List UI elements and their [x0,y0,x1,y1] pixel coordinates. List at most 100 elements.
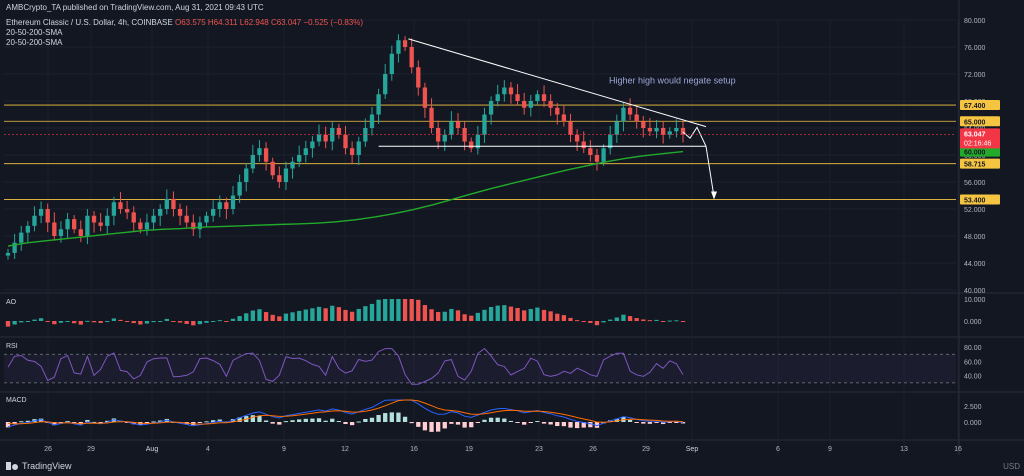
macd-histogram-bar [422,422,428,431]
macd-histogram-bar [38,418,44,422]
ao-bar [204,321,209,323]
macd-histogram-bar [522,422,527,425]
macd-tick-label: 0.000 [964,420,982,427]
ao-bar [171,321,176,322]
candle-body [515,94,520,101]
macd-histogram-bar [455,422,461,425]
candle-body [555,107,560,115]
ao-bar [151,321,156,323]
ao-bar [191,321,196,326]
ao-bar [601,321,606,323]
ao-bar [244,313,249,321]
macd-histogram-bar [389,412,394,422]
macd-histogram-bar [12,422,17,424]
price-tick-label: 40.000 [964,288,986,295]
ao-bar [535,307,540,321]
macd-histogram-bar [316,418,322,422]
ao-bar [177,321,183,323]
candle-body [303,148,308,155]
candle-body [58,229,64,236]
price-tick-label: 76.000 [964,45,986,52]
candle-body [356,141,361,155]
ao-bar [402,299,408,321]
ao-bar [297,310,302,321]
ao-bar [158,321,163,322]
time-tick-label: 9 [828,446,832,453]
macd-histogram-bar [508,420,514,422]
candle-body [621,107,626,122]
indicator-label-1[interactable]: 20-50-200-SMA [6,28,63,37]
time-tick-label: 12 [341,446,349,453]
level-badge [960,116,1000,127]
macd-histogram-bar [634,422,639,423]
ao-bar [435,312,441,321]
sma-badge-label: 60.000 [964,150,986,157]
ao-bar [78,321,83,325]
ao-bar [263,312,269,321]
level-badge-label: 67.400 [964,103,986,110]
current-price-label: 63.047 [964,131,986,138]
ao-bar [323,308,328,321]
candle-body [601,148,606,162]
ao-bar [608,319,613,321]
ao-bar [455,310,461,321]
macd-histogram-bar [210,420,216,422]
ohlc-low: L62.948 [239,18,269,27]
candle-body [369,114,375,128]
ao-bar [634,318,639,321]
candle-body [323,134,328,142]
current-price-badge [960,128,1000,149]
candle-body [263,148,269,162]
candle-body [674,128,679,132]
candle-body [158,209,163,216]
candle-body [171,198,176,209]
sma-line [7,150,684,247]
candle-body [244,168,249,182]
macd-histogram-bar [197,422,203,424]
candle-body [581,141,586,149]
candle-body [270,161,275,176]
level-badge [960,100,1000,111]
ao-bar [303,309,308,321]
macd-histogram-bar [336,421,342,423]
candle-body [654,128,659,132]
ao-bar [522,310,527,321]
macd-histogram-bar [561,422,567,427]
candle-body [548,101,553,108]
candle-body [111,202,117,216]
candle-body [363,128,368,142]
ao-bar [224,321,229,322]
macd-histogram-bar [151,421,156,423]
candle-body [250,155,256,169]
ao-bar [515,307,520,321]
macd-histogram-bar [402,416,408,422]
projection-arrowhead [711,191,717,200]
indicator-label-2[interactable]: 20-50-200-SMA [6,38,63,47]
ao-bar [660,321,666,322]
ao-bar [416,299,421,321]
ao-bar [197,321,203,325]
macd-histogram-bar [429,422,434,432]
ao-bar [164,318,169,321]
macd-histogram-bar [52,422,57,426]
time-tick-label: 26 [589,446,597,453]
candle-body [488,101,494,115]
time-tick-label: 6 [776,446,780,453]
ao-bar [230,318,236,321]
macd-histogram-bar [674,422,679,423]
ao-bar [674,320,679,322]
candle-body [230,195,236,209]
symbol-name[interactable]: Ethereum Classic / U.S. Dollar, 4h, COIN… [6,18,173,27]
ao-bar [376,299,381,321]
macd-histogram-bar [78,422,83,425]
macd-histogram-bar [482,419,487,422]
macd-line [7,399,684,428]
candle-body [224,202,229,209]
candle-body [409,47,414,68]
tradingview-logo[interactable]: TradingView [6,461,72,471]
candle-body [25,225,31,233]
author-name[interactable]: AMBCrypto_TA [6,3,61,12]
macd-histogram-bar [555,422,560,427]
candle-body [151,215,156,223]
